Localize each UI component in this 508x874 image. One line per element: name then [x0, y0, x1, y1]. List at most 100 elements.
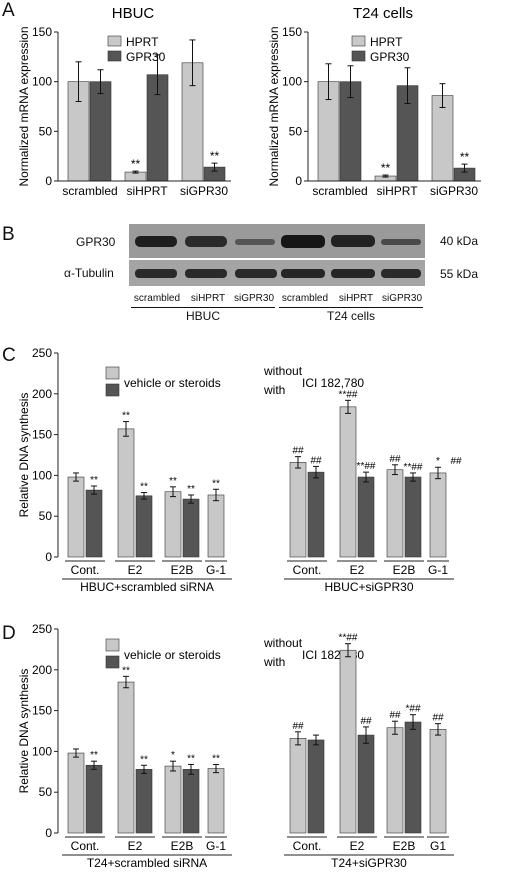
legend-label: HPRT: [126, 35, 159, 49]
bar: [307, 739, 325, 834]
panel-label-b: B: [2, 224, 15, 245]
y-tick-label: 0: [45, 826, 52, 840]
bar: [289, 462, 307, 558]
blot-row-gpr30-label: GPR30: [76, 235, 116, 249]
y-tick-label: 100: [282, 75, 302, 89]
legend-label: with: [263, 655, 285, 669]
group-label: HBUC+siGPR30: [324, 580, 413, 594]
bar: [85, 489, 103, 558]
lane-label: scrambled: [133, 293, 181, 304]
bar: [135, 495, 153, 558]
x-tick-label: Cont.: [71, 839, 100, 853]
significance-mark: ##: [360, 716, 372, 727]
band: [331, 235, 375, 247]
legend-label: ICI 182,780: [302, 376, 364, 390]
panel-label-a: A: [2, 0, 15, 21]
group-label: T24+siGPR30: [331, 856, 407, 870]
legend-swatch: [105, 366, 120, 380]
bar: [117, 428, 135, 558]
kda-40: 40 kDa: [440, 234, 479, 248]
bar: [207, 768, 225, 834]
significance-mark: **: [460, 150, 470, 164]
panel-label-c: C: [2, 345, 16, 366]
x-tick-label: siHPRT: [376, 184, 418, 198]
bar: [135, 769, 153, 834]
y-tick-label: 50: [39, 124, 53, 138]
significance-mark: *##: [405, 704, 420, 715]
bar: [67, 476, 85, 558]
blot-band-strip-tubulin: [129, 260, 425, 286]
significance-mark: **: [187, 753, 195, 764]
significance-mark: **##: [339, 389, 358, 400]
significance-mark: **: [169, 476, 177, 487]
x-tick-label: scrambled: [312, 184, 367, 198]
chart-d: Relative DNA synthesis 0 50 100 150 200 250 veh…: [17, 622, 454, 870]
y-axis-label: Normalized mRNA expression: [267, 26, 281, 186]
bar: [289, 738, 307, 834]
significance-mark: **: [212, 753, 220, 764]
significance-mark: **: [122, 411, 130, 422]
significance-mark: **##: [357, 461, 376, 472]
x-tick-label: siGPR30: [430, 184, 478, 198]
blot-group-label: HBUC: [185, 309, 220, 323]
panel-label-d: D: [2, 623, 16, 644]
band: [331, 269, 375, 278]
band: [235, 269, 277, 278]
legend-label: GPR30: [126, 50, 166, 64]
legend-swatch: [105, 655, 120, 669]
significance-mark: **: [381, 161, 391, 175]
chart-a-t24: T24 cells Normalized mRNA expression 0 50 10…: [267, 5, 481, 198]
bar: [339, 406, 357, 558]
bar: [207, 494, 225, 558]
bar: [429, 472, 447, 558]
legend-label: without: [263, 364, 303, 378]
group-underline: [131, 307, 275, 308]
significance-mark: **: [187, 484, 195, 495]
y-tick-label: 100: [32, 75, 52, 89]
group-label: T24+scrambled siRNA: [87, 856, 207, 870]
y-axis-label: Relative DNA synthesis: [17, 669, 31, 794]
significance-mark: ##: [450, 456, 462, 467]
y-tick-label: 0: [45, 550, 52, 564]
bar: [89, 81, 112, 182]
chart-c: Relative DNA synthesis 0 50 100 150 200 250 veh…: [17, 346, 462, 594]
y-tick-label: 100: [32, 468, 52, 482]
x-tick-label: E2: [128, 563, 143, 577]
bar: [67, 752, 85, 834]
group-label: HBUC+scrambled siRNA: [80, 580, 214, 594]
lane-label: siGPR30: [381, 293, 422, 304]
y-tick-label: 50: [39, 785, 53, 799]
significance-mark: ##: [292, 446, 304, 457]
chart-title: HBUC: [112, 5, 155, 22]
significance-mark: **: [140, 754, 148, 765]
x-tick-label: siGPR30: [180, 184, 228, 198]
lane-label: siHPRT: [338, 293, 374, 304]
bar: [431, 95, 454, 182]
legend-swatch: [105, 383, 120, 397]
x-tick-label: Cont.: [71, 563, 100, 577]
bar: [182, 769, 200, 834]
y-axis-label: Relative DNA synthesis: [17, 393, 31, 518]
chart-a-hbuc: HBUC Normalized mRNA expression 0 50 100 150 s…: [17, 5, 231, 198]
x-tick-label: E2B: [393, 839, 416, 853]
y-tick-label: 150: [32, 704, 52, 718]
y-tick-label: 150: [282, 25, 302, 39]
band: [381, 269, 421, 278]
legend-label: GPR30: [370, 50, 410, 64]
significance-mark: **: [90, 475, 98, 486]
x-tick-label: G-1: [206, 839, 226, 853]
legend-swatch: [351, 35, 366, 47]
legend-swatch: [107, 35, 122, 47]
y-tick-label: 100: [32, 744, 52, 758]
y-tick-label: 200: [32, 663, 52, 677]
significance-mark: **##: [404, 462, 423, 473]
legend-label: with: [263, 383, 285, 397]
y-tick-label: 200: [32, 387, 52, 401]
chart-title: T24 cells: [353, 5, 413, 22]
significance-mark: **: [122, 665, 130, 676]
bar: [307, 471, 325, 558]
blot-group-label: T24 cells: [326, 309, 376, 323]
y-tick-label: 0: [295, 174, 302, 188]
y-tick-label: 50: [39, 509, 53, 523]
